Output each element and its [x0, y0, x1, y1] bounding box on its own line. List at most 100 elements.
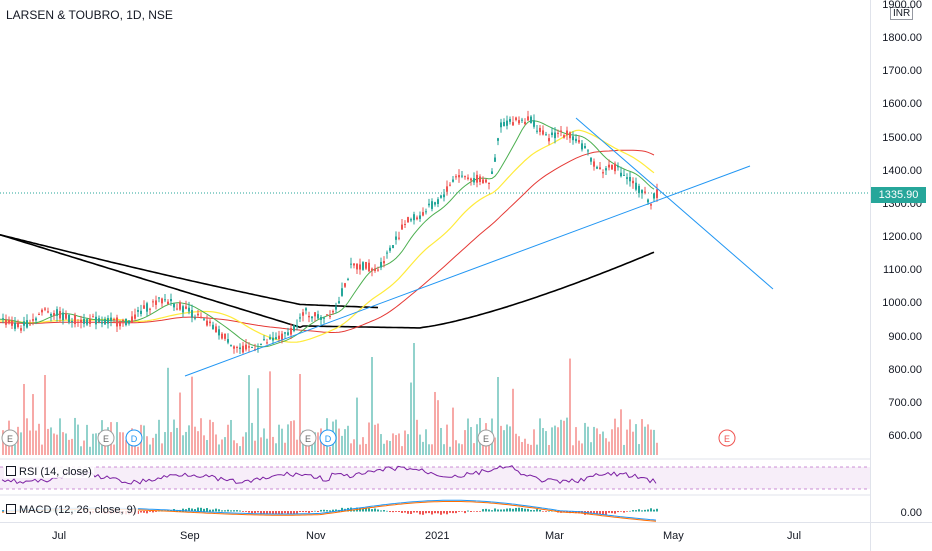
candle-body [263, 339, 265, 341]
symbol-title[interactable]: LARSEN & TOUBRO, 1D, NSE [6, 8, 173, 22]
volume-bar [203, 435, 205, 455]
macd-histogram-bar [353, 509, 355, 512]
volume-bar [215, 434, 217, 455]
volume-bar [119, 432, 121, 455]
volume-bar [179, 392, 181, 455]
candle-body [557, 132, 559, 134]
macd-histogram-bar [314, 510, 316, 512]
volume-bar [248, 375, 250, 455]
macd-legend[interactable]: MACD (12, 26, close, 9) [4, 504, 139, 516]
earnings-event-icon [477, 429, 495, 447]
volume-bar [608, 441, 610, 455]
volume-bar [470, 427, 472, 455]
candle-body [290, 328, 292, 335]
macd-histogram-bar [332, 509, 334, 512]
event-marker-label: E [305, 434, 311, 444]
candle-body [143, 305, 145, 309]
macd-histogram-bar [647, 509, 649, 512]
macd-histogram-bar [386, 510, 388, 512]
time-tick-label: Sep [180, 530, 200, 542]
macd-histogram-bar [245, 511, 247, 512]
volume-bar [122, 432, 124, 455]
candle-body [89, 318, 91, 324]
macd-histogram-bar [524, 508, 526, 512]
volume-bar [194, 426, 196, 455]
candle-body [428, 203, 430, 206]
candle-body [275, 337, 277, 340]
rsi-legend[interactable]: RSI (14, close) [4, 466, 94, 478]
candle-body [44, 308, 46, 310]
volume-bar [449, 446, 451, 455]
candle-body [221, 333, 223, 339]
volume-bar [170, 432, 172, 455]
volume-bar [17, 426, 19, 455]
candle-body [131, 316, 133, 323]
volume-bar [344, 429, 346, 455]
macd-histogram-bar [341, 507, 343, 512]
candle-body [338, 301, 340, 304]
volume-bar [350, 443, 352, 455]
currency-badge[interactable]: INR [890, 7, 914, 20]
macd-histogram-bar [251, 511, 253, 514]
candle-body [653, 193, 655, 199]
volume-bar [29, 430, 31, 455]
volume-bar [23, 383, 25, 455]
candle-body [248, 346, 250, 348]
volume-bar [329, 446, 331, 455]
candle-body [227, 339, 229, 343]
volume-bar [425, 429, 427, 455]
volume-bar [338, 428, 340, 455]
candle-body [53, 313, 55, 316]
candle-body [554, 132, 556, 139]
candle-body [575, 138, 577, 142]
volume-bar [620, 409, 622, 455]
volume-bar [377, 423, 379, 455]
candle-body [230, 345, 232, 347]
volume-bar [602, 431, 604, 455]
macd-histogram-bar [254, 511, 256, 514]
macd-histogram-bar [413, 511, 415, 513]
macd-histogram-bar [476, 511, 478, 512]
volume-bar [410, 382, 412, 455]
volume-bar [515, 433, 517, 455]
volume-bar [98, 432, 100, 455]
volume-bar [284, 442, 286, 455]
volume-bar [509, 426, 511, 455]
volume-bar [563, 420, 565, 455]
candle-body [62, 312, 64, 321]
candle-body [422, 212, 424, 216]
volume-bar [434, 391, 436, 455]
candle-body [539, 127, 541, 132]
candle-body [623, 174, 625, 176]
time-axis[interactable] [0, 522, 870, 551]
candle-body [56, 309, 58, 316]
macd-histogram-bar [494, 508, 496, 512]
macd-histogram-bar [590, 511, 592, 514]
volume-bar [581, 443, 583, 455]
macd-histogram-bar [437, 511, 439, 514]
macd-histogram-bar [449, 511, 451, 513]
candle-body [68, 315, 70, 323]
event-marker-label: D [325, 434, 332, 444]
candle-body [485, 179, 487, 183]
macd-histogram-bar [389, 511, 391, 513]
macd-histogram-bar [236, 510, 238, 512]
volume-bar [398, 433, 400, 455]
candle-body [386, 252, 388, 254]
candle-body [605, 168, 607, 171]
candle-body [542, 130, 544, 135]
macd-histogram-bar [650, 508, 652, 512]
price-axis[interactable] [870, 0, 932, 522]
macd-histogram-bar [497, 509, 499, 512]
candle-body [26, 320, 28, 328]
candle-body [8, 319, 10, 324]
macd-histogram-bar [638, 509, 640, 512]
macd-histogram-bar [308, 511, 310, 513]
candle-body [578, 140, 580, 143]
volume-bar [35, 430, 37, 455]
candle-body [641, 190, 643, 194]
candle-body [401, 224, 403, 230]
candle-body [77, 322, 79, 324]
